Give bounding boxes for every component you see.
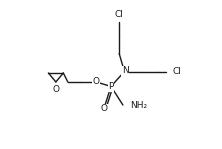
Text: O: O (100, 104, 107, 113)
Text: N: N (122, 66, 129, 75)
Text: NH₂: NH₂ (130, 101, 147, 110)
Text: P: P (108, 82, 114, 91)
Text: Cl: Cl (115, 10, 124, 19)
Text: O: O (52, 85, 59, 94)
Text: Cl: Cl (172, 67, 181, 76)
Text: O: O (93, 77, 100, 86)
